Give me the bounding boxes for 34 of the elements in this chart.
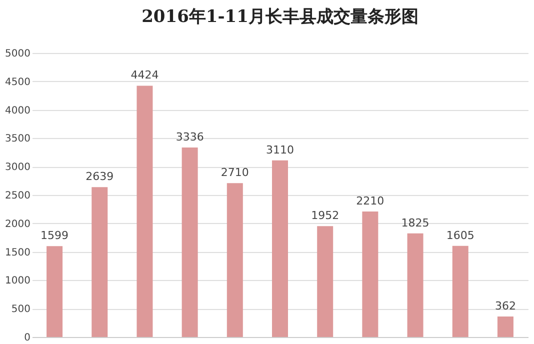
data-label: 3110: [266, 143, 294, 156]
bar: [362, 211, 378, 337]
data-label: 2710: [220, 166, 249, 180]
y-tick-label: 4500: [5, 76, 30, 88]
y-tick-label: 0: [24, 332, 30, 344]
bar: [226, 183, 243, 337]
bar: [92, 187, 108, 337]
data-label: 2210: [356, 194, 384, 208]
data-label: 4424: [130, 68, 159, 82]
y-tick-label: 2500: [5, 190, 30, 202]
bar: [272, 160, 288, 337]
chart-title: 2016年1-11月长丰县成交量条形图: [142, 7, 418, 27]
bar: [407, 233, 424, 337]
y-tick-label: 1000: [5, 276, 30, 287]
data-label: 1605: [446, 228, 474, 242]
bar: [182, 148, 198, 337]
bar: [317, 226, 334, 337]
bar: [136, 86, 153, 337]
data-label: 362: [494, 299, 516, 312]
y-tick-label: 2000: [5, 218, 30, 230]
data-label: 1599: [40, 229, 69, 242]
y-tick-label: 1500: [5, 247, 30, 258]
data-label: 2639: [86, 170, 114, 184]
y-tick-label: 5000: [5, 48, 30, 60]
y-tick-label: 3000: [5, 162, 30, 174]
y-tick-label: 4000: [5, 105, 30, 116]
data-label: 1825: [401, 216, 430, 230]
bar: [46, 246, 63, 337]
bar: [497, 316, 514, 337]
data-label: 3336: [176, 130, 204, 144]
y-tick-label: 3500: [5, 134, 30, 145]
bar: [452, 246, 468, 337]
data-label: 1952: [311, 209, 340, 222]
y-tick-label: 500: [11, 304, 30, 316]
